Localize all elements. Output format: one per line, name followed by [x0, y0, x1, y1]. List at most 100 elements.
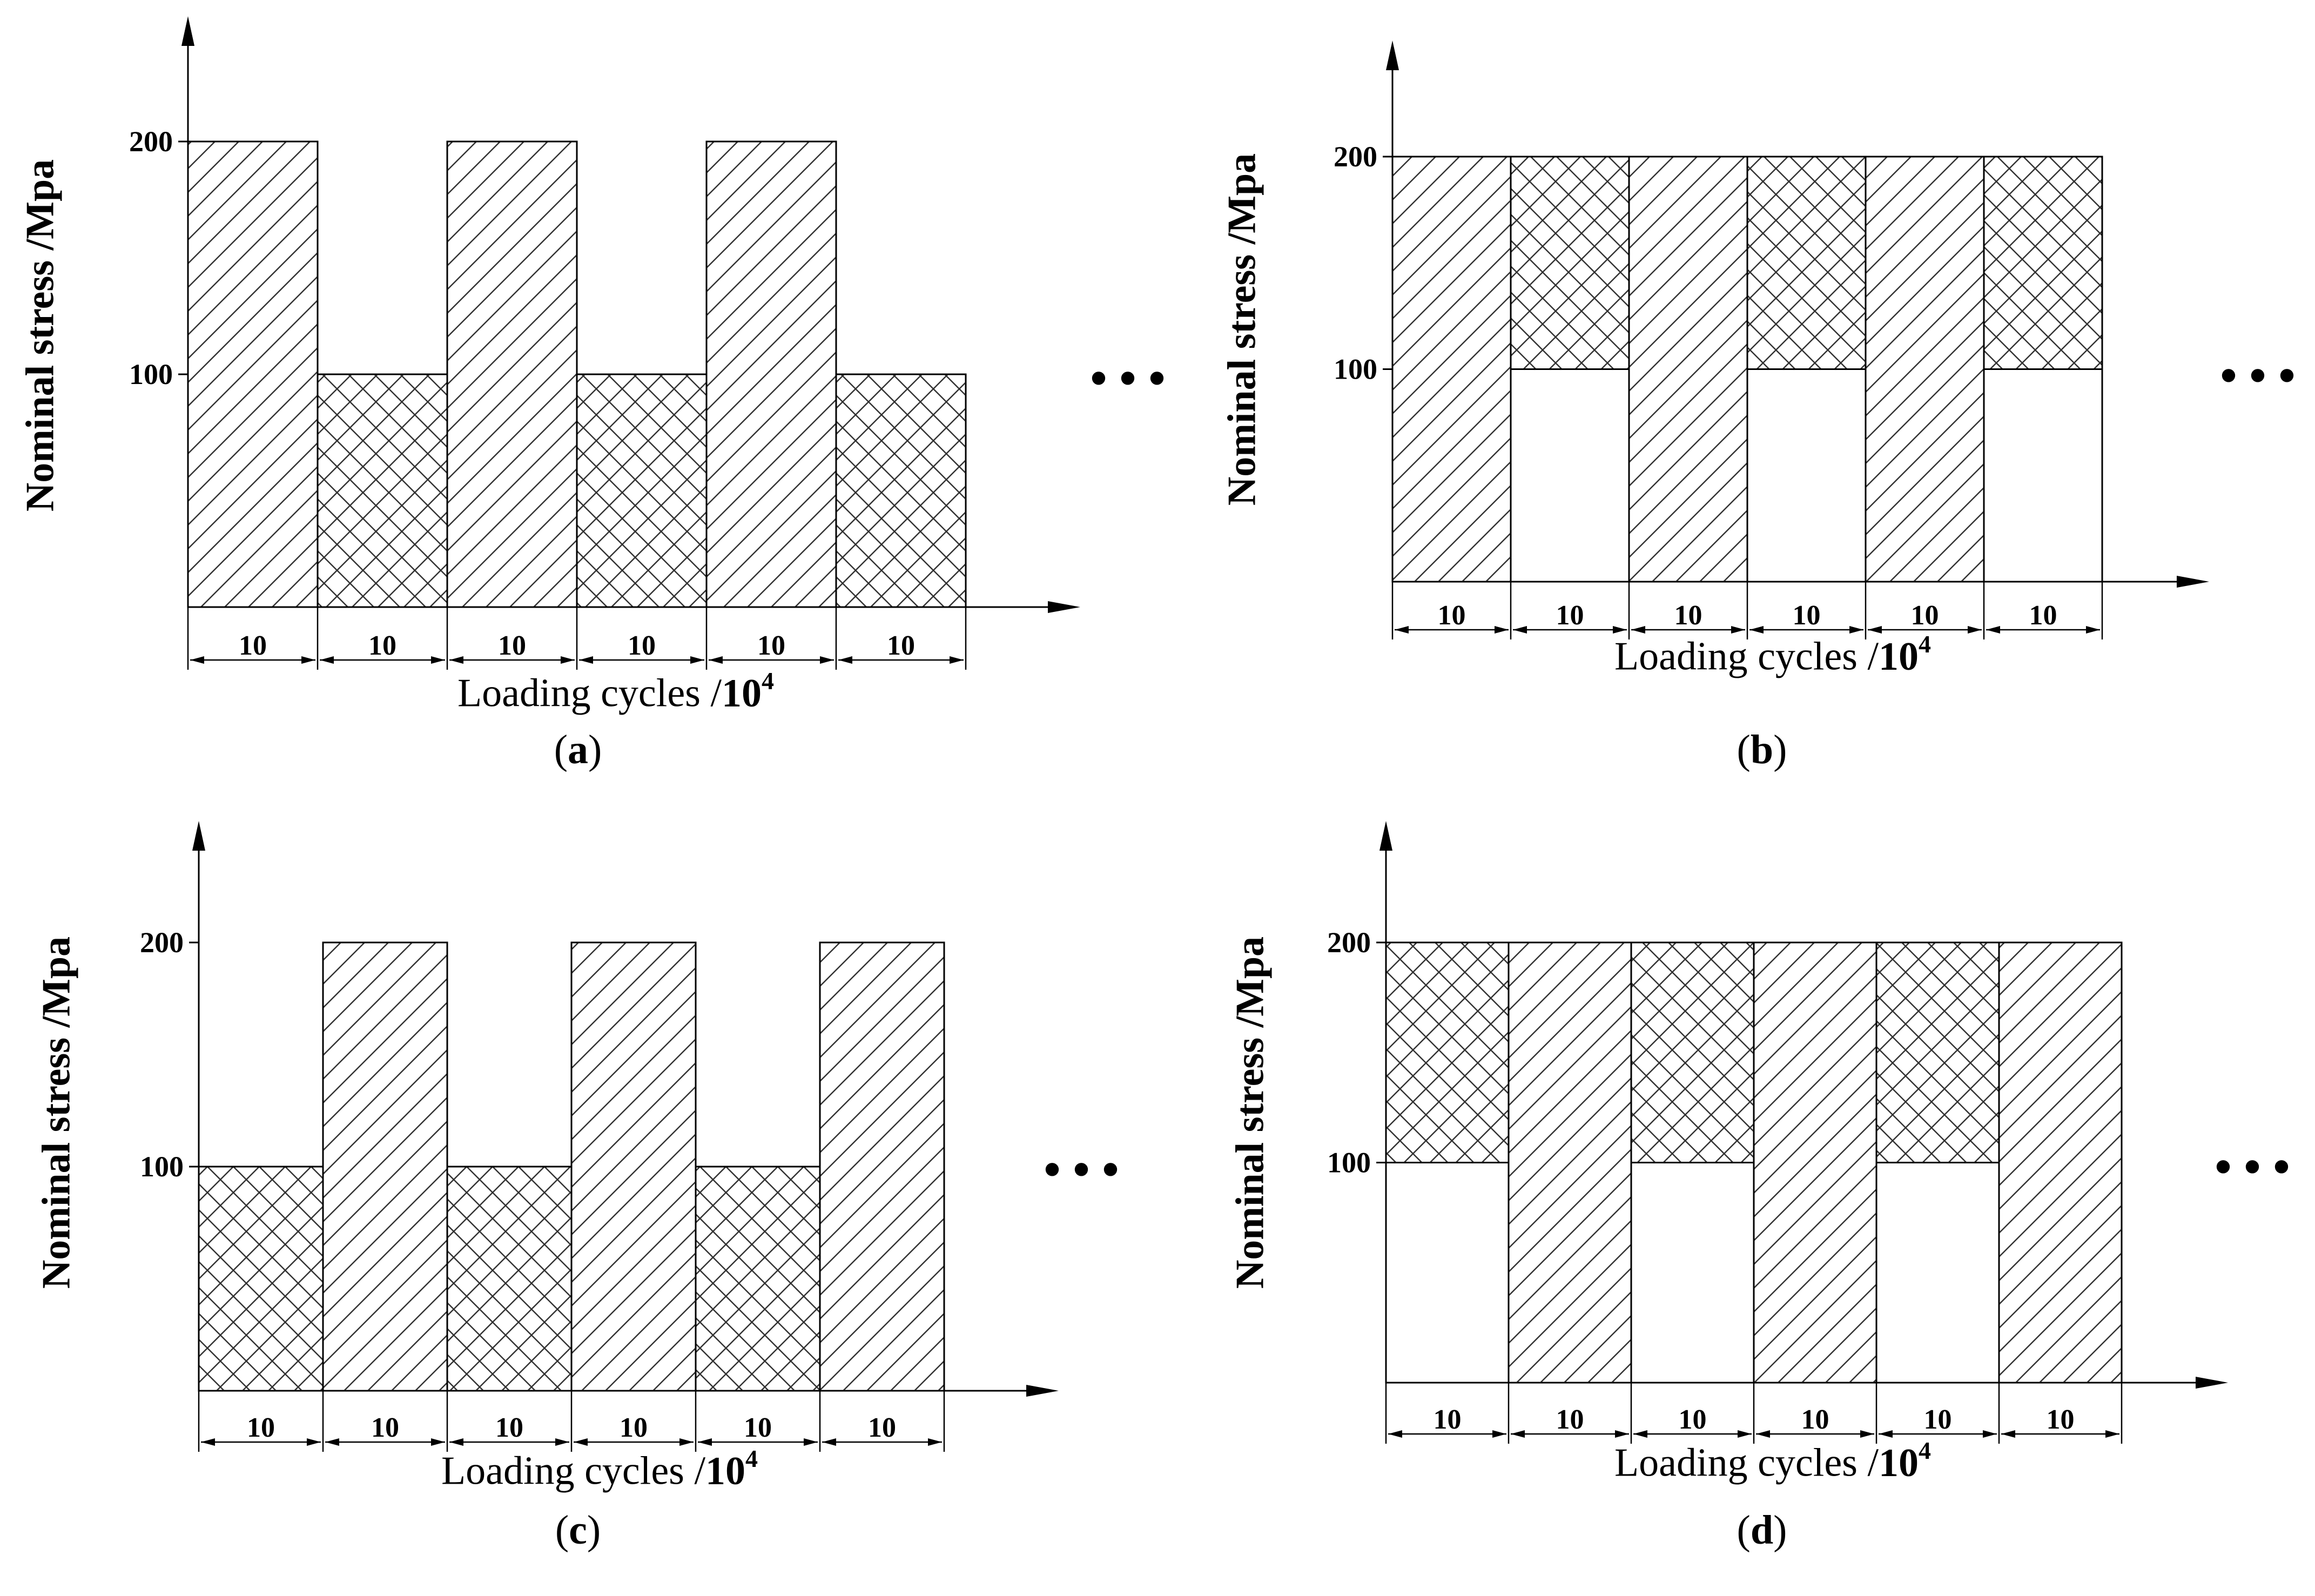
width-arrow-left-d-2: [1511, 1430, 1525, 1438]
load-block-c-5: [696, 1167, 820, 1391]
caption-close-c: ): [587, 1507, 601, 1553]
width-label-b-4: 10: [1793, 600, 1821, 631]
caption-close-a: ): [588, 727, 602, 772]
width-label-a-4: 10: [628, 630, 656, 661]
width-label-a-1: 10: [239, 630, 267, 661]
load-block-c-6: [820, 942, 944, 1391]
caption-open-a: (: [554, 727, 568, 772]
width-arrow-right-d-6: [2105, 1430, 2119, 1438]
load-block-d-2: [1509, 942, 1631, 1383]
width-label-c-1: 10: [247, 1412, 275, 1443]
x-axis-unit-a: 104: [722, 667, 774, 716]
width-arrow-right-b-4: [1849, 626, 1863, 634]
y-tick-label-b-200: 200: [1334, 140, 1377, 173]
width-arrow-left-c-5: [698, 1438, 712, 1446]
x-axis-unit-exp-a: 4: [762, 667, 775, 695]
width-arrow-left-a-5: [709, 656, 723, 664]
width-arrow-right-c-1: [307, 1438, 321, 1446]
y-tick-label-a-100: 100: [129, 358, 173, 390]
caption-letter-d: d: [1750, 1507, 1774, 1553]
width-arrow-left-a-6: [838, 656, 852, 664]
load-block-b-4: [1747, 157, 1866, 369]
load-block-b-6: [1984, 157, 2102, 369]
continuation-dots-a: • • •: [1090, 352, 1166, 405]
x-axis-arrow-d: [2196, 1377, 2228, 1389]
load-block-b-3: [1629, 157, 1747, 582]
width-label-c-3: 10: [495, 1412, 523, 1443]
width-arrow-right-d-3: [1738, 1430, 1752, 1438]
load-block-a-1: [188, 142, 318, 607]
load-block-a-4: [577, 374, 706, 607]
width-label-b-2: 10: [1556, 600, 1584, 631]
continuation-dots-d: • • •: [2215, 1140, 2290, 1194]
y-axis-arrow-c: [192, 821, 205, 851]
caption-close-d: ): [1773, 1507, 1787, 1553]
width-label-d-4: 10: [1801, 1404, 1829, 1435]
width-arrow-right-a-5: [820, 656, 834, 664]
y-tick-label-c-200: 200: [140, 926, 184, 959]
x-axis-label-text-d: Loading cycles /: [1614, 1440, 1879, 1485]
width-label-a-3: 10: [498, 630, 526, 661]
x-axis-unit-exp-b: 4: [1919, 630, 1932, 658]
caption-open-b: (: [1737, 727, 1751, 772]
width-arrow-left-d-3: [1633, 1430, 1647, 1438]
x-axis-unit-b: 104: [1879, 630, 1931, 679]
y-tick-label-c-100: 100: [140, 1150, 184, 1183]
width-arrow-left-b-2: [1513, 626, 1527, 634]
width-arrow-left-c-4: [574, 1438, 588, 1446]
x-axis-arrow-b: [2177, 576, 2209, 588]
width-arrow-right-b-6: [2086, 626, 2100, 634]
width-arrow-left-c-2: [325, 1438, 339, 1446]
width-arrow-right-b-1: [1495, 626, 1509, 634]
width-arrow-right-a-4: [690, 656, 704, 664]
width-arrow-left-d-5: [1879, 1430, 1893, 1438]
x-axis-label-a: Loading cycles /104: [457, 667, 774, 717]
x-axis-unit-base-d: 10: [1879, 1440, 1919, 1485]
load-block-c-3: [447, 1167, 571, 1391]
width-arrow-left-c-3: [449, 1438, 463, 1446]
load-block-d-1: [1386, 942, 1509, 1163]
width-arrow-left-b-4: [1749, 626, 1764, 634]
caption-letter-b: b: [1750, 727, 1774, 772]
width-label-b-5: 10: [1911, 600, 1939, 631]
width-arrow-left-d-1: [1388, 1430, 1402, 1438]
y-axis-label-d: Nominal stress /Mpa: [1228, 936, 1273, 1289]
width-arrow-right-a-3: [561, 656, 575, 664]
width-label-d-5: 10: [1924, 1404, 1952, 1435]
caption-open-c: (: [555, 1507, 569, 1553]
width-label-a-2: 10: [368, 630, 396, 661]
width-label-c-2: 10: [371, 1412, 399, 1443]
load-block-a-2: [318, 374, 447, 607]
width-arrow-left-c-6: [822, 1438, 836, 1446]
load-block-a-5: [706, 142, 836, 607]
y-tick-label-a-200: 200: [129, 125, 173, 158]
y-tick-label-b-100: 100: [1334, 353, 1377, 386]
caption-letter-c: c: [569, 1507, 587, 1553]
panel-caption-d: (d): [1737, 1507, 1787, 1554]
load-block-c-2: [323, 942, 447, 1391]
width-arrow-left-b-1: [1395, 626, 1409, 634]
width-arrow-right-b-2: [1613, 626, 1627, 634]
width-arrow-right-d-1: [1492, 1430, 1506, 1438]
load-block-d-4: [1754, 942, 1876, 1383]
width-arrow-right-b-5: [1968, 626, 1982, 634]
load-block-a-6: [836, 374, 966, 607]
panel-caption-b: (b): [1737, 726, 1787, 773]
width-arrow-right-c-3: [555, 1438, 569, 1446]
width-arrow-right-c-2: [431, 1438, 445, 1446]
width-arrow-left-a-4: [579, 656, 593, 664]
width-arrow-left-a-3: [449, 656, 463, 664]
x-axis-label-text-c: Loading cycles /: [441, 1449, 706, 1493]
width-arrow-right-a-6: [950, 656, 964, 664]
width-arrow-right-d-2: [1615, 1430, 1629, 1438]
width-label-a-5: 10: [757, 630, 785, 661]
width-arrow-right-d-5: [1983, 1430, 1997, 1438]
y-axis-arrow-b: [1386, 41, 1399, 70]
width-arrow-right-c-6: [928, 1438, 942, 1446]
panel-caption-c: (c): [555, 1507, 601, 1554]
width-arrow-left-b-3: [1631, 626, 1645, 634]
y-axis-arrow-a: [181, 16, 194, 46]
continuation-dots-c: • • •: [1044, 1143, 1119, 1196]
